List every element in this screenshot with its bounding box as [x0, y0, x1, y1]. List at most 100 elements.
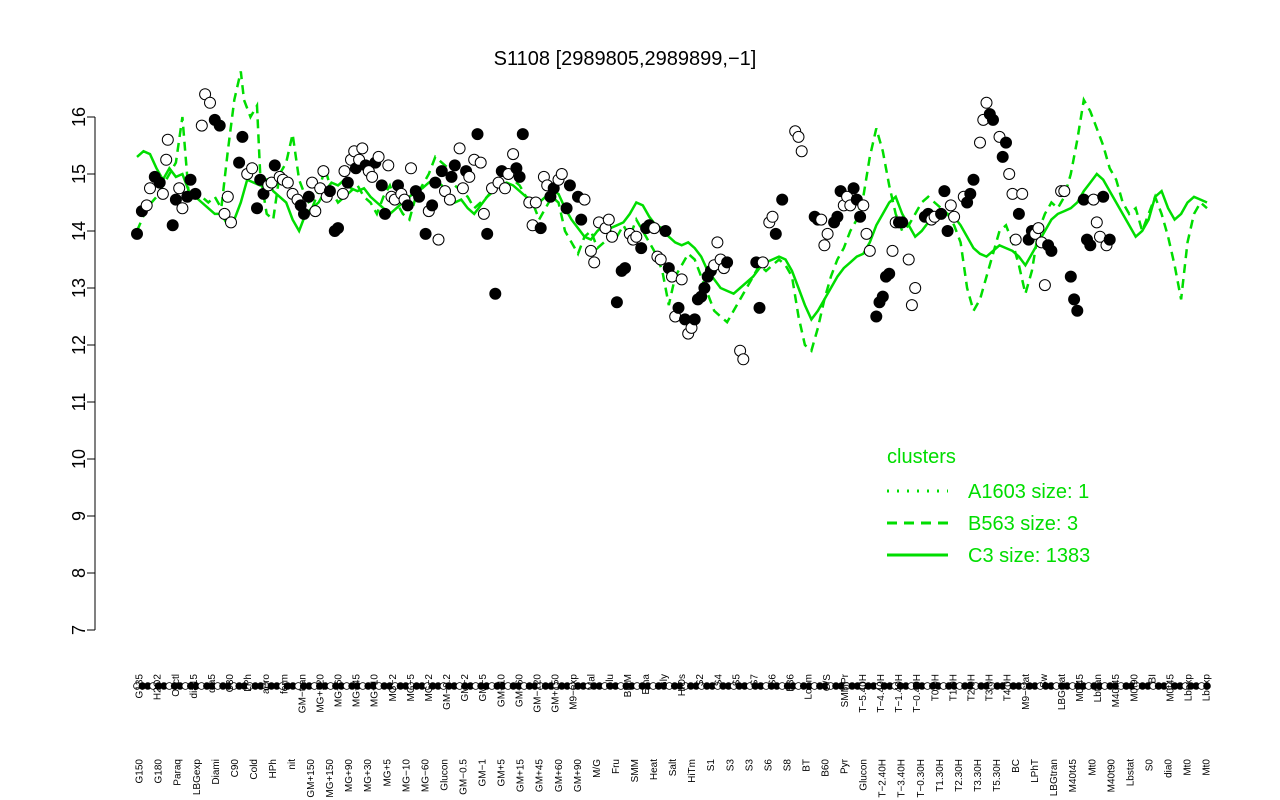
data-point	[372, 150, 385, 163]
data-point	[1012, 207, 1025, 220]
data-point	[974, 136, 986, 149]
x-tick-label-lower: LPhT	[1030, 759, 1041, 783]
data-point	[189, 187, 202, 200]
data-point	[477, 207, 490, 220]
x-tick-label-lower: LBGtran	[1049, 759, 1060, 796]
data-point	[602, 213, 615, 226]
data-point	[698, 282, 711, 294]
data-point	[507, 148, 520, 161]
x-tick-label-lower: M/G	[592, 759, 603, 778]
x-tick-label-upper: Lbexp	[1184, 674, 1195, 702]
x-tick-label-upper: S2	[695, 674, 706, 687]
data-point	[584, 244, 597, 257]
data-point	[309, 205, 322, 218]
x-tick-label-lower: S1	[706, 759, 717, 772]
data-point	[896, 216, 909, 229]
x-tick-label-lower: GM−1	[478, 759, 489, 787]
data-point	[987, 113, 999, 126]
data-point	[555, 168, 568, 180]
legend: clusters A1603 size: 1 B563 size: 3 C3 size…	[887, 446, 1090, 567]
y-tick-label: 9	[69, 511, 89, 521]
x-tick-label-upper: T−1.40H	[894, 674, 905, 713]
data-point	[792, 130, 805, 143]
x-tick-label-upper: GM−120	[533, 674, 544, 713]
x-tick-label-upper: BI	[1147, 674, 1158, 683]
data-point	[426, 199, 439, 212]
data-point	[721, 256, 734, 269]
data-point	[160, 153, 173, 166]
x-tick-label-upper: MG+10	[370, 674, 381, 708]
x-tick-label-upper: T2.0H	[967, 674, 978, 701]
x-tick-label-upper: M9−exp	[569, 674, 580, 710]
chart-title: S1108 [2989805,2989899,−1]	[494, 48, 757, 70]
data-point	[948, 210, 961, 223]
x-tick-label-upper: Lbexp	[1202, 674, 1213, 702]
x-tick-label-upper: B36	[786, 674, 797, 692]
data-point	[1045, 244, 1058, 257]
x-tick-label-lower: M40t90	[1106, 759, 1117, 793]
data-point	[265, 176, 278, 189]
y-tick-label: 15	[69, 164, 89, 184]
data-point	[453, 142, 466, 155]
data-point	[1000, 136, 1012, 149]
x-tick-label-lower: GM+15	[516, 759, 527, 793]
data-point	[336, 187, 349, 200]
data-point	[166, 219, 179, 232]
data-point	[332, 222, 344, 235]
x-tick-label-lower: T−2.40H	[878, 759, 889, 798]
data-point	[1103, 233, 1116, 246]
x-tick-label-upper: M9−stat	[1021, 674, 1032, 710]
x-tick-label-upper: T−4.40H	[876, 674, 887, 713]
data-point	[173, 182, 186, 195]
data-point	[443, 193, 456, 206]
data-point	[818, 239, 831, 252]
data-point	[1097, 190, 1110, 203]
x-tick-label-lower: T−3.40H	[897, 759, 908, 798]
x-tick-label-lower: GM+90	[573, 759, 584, 793]
x-tick-label-upper: T1.0H	[948, 674, 959, 701]
data-point	[883, 267, 896, 280]
x-tick-label-lower: S0	[1144, 759, 1155, 772]
data-point	[610, 296, 623, 309]
data-point	[1032, 222, 1045, 235]
data-point	[1084, 239, 1097, 252]
x-tick-label-upper: GM−0.2	[442, 674, 453, 710]
data-point	[140, 199, 153, 212]
data-point	[184, 173, 197, 186]
x-tick-label-lower: GM+150	[306, 759, 317, 798]
x-tick-label-upper: Glu	[605, 674, 616, 690]
data-point	[153, 176, 166, 189]
data-point	[413, 190, 426, 203]
x-tick-label-upper: Mal	[587, 674, 598, 690]
data-point	[302, 190, 315, 203]
y-tick-label: 8	[69, 568, 89, 578]
data-point	[941, 225, 954, 237]
data-point	[659, 225, 672, 237]
data-point	[254, 173, 267, 186]
x-tick-label-upper: S4	[713, 674, 724, 687]
data-point	[560, 202, 573, 215]
x-tick-label-lower: Glucon	[859, 759, 870, 791]
x-tick-label-lower: Heat	[649, 759, 660, 780]
x-tick-label-upper: GM−10	[496, 674, 507, 708]
x-tick-label-lower: Mt0	[1202, 759, 1213, 776]
data-point	[499, 182, 511, 195]
data-point	[298, 207, 310, 220]
x-tick-label-upper: MG−2	[424, 674, 435, 702]
data-point	[513, 170, 526, 183]
x-tick-label-lower: S3	[725, 759, 736, 772]
x-tick-label-upper: LPh	[243, 674, 254, 692]
x-tick-label-upper: S7	[750, 674, 761, 687]
x-tick-label-lower: GM+60	[554, 759, 565, 793]
data-point	[375, 179, 388, 192]
x-tick-label-upper: BMM	[623, 674, 634, 697]
data-point	[578, 193, 591, 206]
x-tick-label-upper: MG+60	[334, 674, 345, 708]
data-point	[382, 159, 395, 172]
data-point	[815, 213, 828, 226]
x-tick-label-lower: MG−10	[401, 759, 412, 793]
data-point	[980, 96, 993, 109]
data-point	[1068, 293, 1081, 306]
data-point	[306, 176, 319, 189]
